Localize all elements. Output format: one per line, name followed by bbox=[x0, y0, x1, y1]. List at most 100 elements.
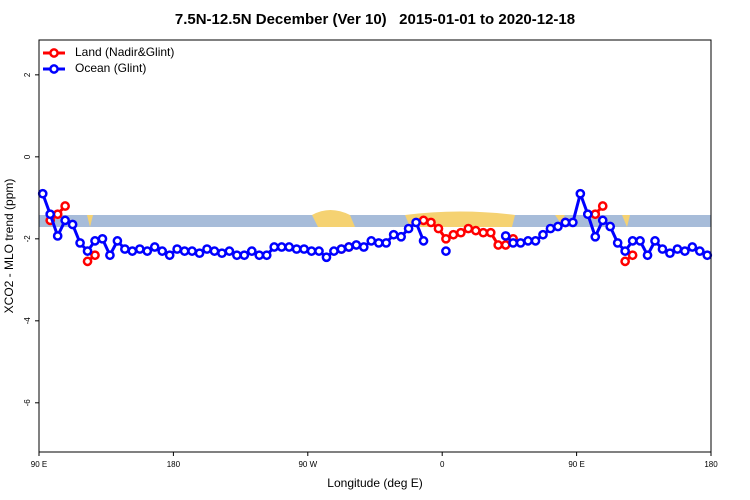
data-point bbox=[515, 238, 526, 248]
data-point bbox=[284, 242, 294, 252]
data-point bbox=[665, 248, 675, 259]
data-point bbox=[239, 250, 250, 261]
data-point bbox=[45, 209, 56, 220]
data-point bbox=[620, 246, 630, 256]
y-tick-label: 2 bbox=[23, 72, 32, 77]
x-tick-label: 180 bbox=[167, 460, 181, 469]
data-point bbox=[635, 236, 645, 246]
data-point bbox=[560, 217, 571, 228]
data-point bbox=[269, 242, 280, 252]
data-point bbox=[403, 223, 414, 234]
data-point bbox=[224, 246, 235, 256]
x-tick-label: 90 W bbox=[298, 460, 317, 469]
data-point bbox=[164, 250, 175, 261]
data-point bbox=[381, 238, 392, 248]
data-point bbox=[179, 246, 190, 256]
data-point bbox=[650, 236, 660, 246]
data-point bbox=[37, 188, 48, 199]
data-point bbox=[456, 227, 466, 238]
data-point bbox=[597, 201, 608, 211]
data-point bbox=[627, 250, 638, 261]
data-point bbox=[67, 219, 78, 230]
y-tick-label: -6 bbox=[23, 399, 32, 407]
data-point bbox=[627, 236, 638, 246]
data-point bbox=[575, 188, 586, 199]
data-point bbox=[553, 221, 563, 232]
data-point bbox=[82, 256, 93, 267]
data-point bbox=[306, 246, 317, 256]
data-point bbox=[642, 250, 653, 261]
land-mask bbox=[87, 210, 630, 227]
legend-marker bbox=[49, 48, 59, 58]
data-point bbox=[344, 242, 354, 252]
y-tick-label: -2 bbox=[23, 235, 32, 243]
chart-title: 7.5N-12.5N December (Ver 10) 2015-01-01 … bbox=[175, 11, 575, 28]
data-point bbox=[232, 250, 242, 261]
data-point bbox=[351, 240, 362, 250]
data-point bbox=[329, 246, 339, 256]
data-point bbox=[396, 231, 406, 242]
data-point bbox=[500, 240, 511, 250]
y-tick-label: -4 bbox=[23, 317, 32, 325]
data-point bbox=[202, 244, 212, 254]
y-tick-label: 0 bbox=[23, 154, 32, 159]
data-point bbox=[52, 209, 63, 220]
data-point bbox=[545, 223, 556, 234]
data-point bbox=[299, 244, 309, 254]
data-point bbox=[60, 201, 70, 211]
legend-label: Land (Nadir&Glint) bbox=[75, 45, 174, 59]
data-point bbox=[336, 244, 347, 254]
legend-label: Ocean (Glint) bbox=[75, 61, 146, 75]
data-point bbox=[493, 240, 504, 250]
data-point bbox=[470, 225, 481, 236]
data-point bbox=[105, 250, 115, 261]
x-tick-label: 90 E bbox=[31, 460, 47, 469]
data-point bbox=[112, 236, 123, 246]
data-point bbox=[120, 244, 130, 254]
data-point bbox=[246, 246, 257, 256]
data-point bbox=[373, 238, 384, 248]
data-point bbox=[523, 236, 533, 246]
data-point bbox=[209, 246, 220, 256]
data-point bbox=[194, 248, 205, 259]
x-tick-label: 90 E bbox=[568, 460, 584, 469]
x-tick-label: 0 bbox=[440, 460, 445, 469]
plot-frame bbox=[38, 39, 712, 453]
data-point bbox=[508, 238, 518, 248]
data-point bbox=[702, 250, 713, 261]
data-point bbox=[694, 246, 705, 256]
x-tick-label: 180 bbox=[704, 460, 718, 469]
data-point bbox=[261, 250, 272, 261]
data-point bbox=[60, 215, 70, 226]
data-point bbox=[605, 221, 616, 232]
data-point bbox=[590, 231, 601, 242]
data-point bbox=[172, 244, 182, 254]
data-point bbox=[75, 238, 85, 248]
data-point bbox=[418, 236, 429, 246]
data-point bbox=[127, 246, 138, 256]
data-point bbox=[597, 215, 608, 226]
y-axis-title: XCO2 - MLO trend (ppm) bbox=[2, 179, 16, 314]
data-point bbox=[366, 236, 377, 246]
data-point bbox=[582, 209, 593, 220]
plot-marks bbox=[37, 188, 713, 267]
data-point bbox=[485, 227, 496, 238]
data-point bbox=[276, 242, 287, 252]
data-point bbox=[82, 246, 93, 256]
data-point bbox=[612, 238, 623, 248]
data-point bbox=[590, 209, 601, 220]
data-point bbox=[97, 233, 108, 244]
data-point bbox=[291, 244, 302, 254]
data-point bbox=[411, 217, 421, 228]
data-point bbox=[142, 246, 153, 256]
data-point bbox=[538, 229, 548, 240]
data-point bbox=[418, 215, 429, 226]
data-point bbox=[134, 244, 145, 254]
land-ocean-band bbox=[39, 215, 711, 227]
data-point bbox=[90, 236, 100, 246]
data-point bbox=[426, 217, 436, 228]
data-point bbox=[321, 252, 332, 263]
data-point bbox=[687, 242, 698, 252]
data-point bbox=[441, 246, 451, 256]
